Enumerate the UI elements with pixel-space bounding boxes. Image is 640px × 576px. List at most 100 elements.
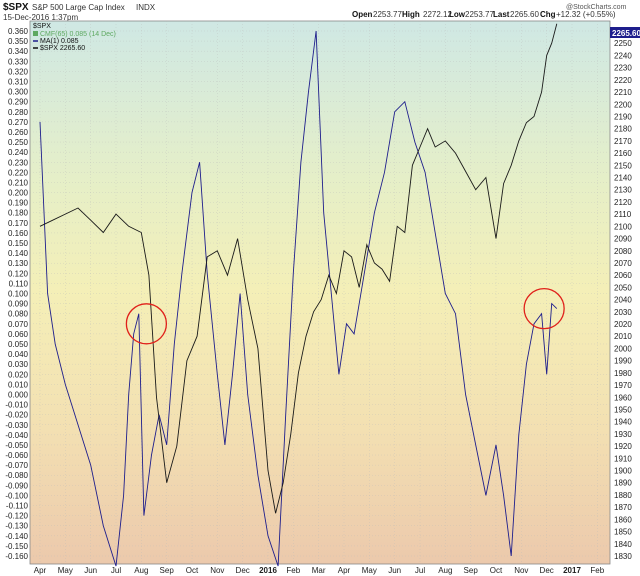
right-tick-label: 2030: [614, 308, 632, 317]
left-tick-label: -0.020: [5, 411, 28, 420]
series-lines: [39, 23, 558, 567]
left-tick-label: 0.340: [8, 47, 29, 56]
x-tick-label: Nov: [514, 566, 528, 575]
right-tick-label: 2210: [614, 88, 632, 97]
left-tick-label: 0.350: [8, 37, 29, 46]
chg-value: +12.32 (+0.55%): [556, 10, 616, 19]
last-label: Last: [493, 10, 510, 19]
right-tick-label: 1990: [614, 357, 632, 366]
left-tick-label: 0.240: [8, 148, 29, 157]
x-tick-label: May: [362, 566, 377, 575]
left-tick-label: -0.110: [6, 502, 29, 511]
left-tick-label: -0.140: [5, 532, 28, 541]
price-badge-text: 2265.60: [612, 29, 640, 38]
right-tick-label: 1910: [614, 454, 632, 463]
header-date: 15-Dec-2016 1:37pm: [3, 13, 78, 22]
right-tick-label: 1960: [614, 393, 632, 402]
left-tick-label: 0.070: [8, 320, 29, 329]
legend-item-spx: $SPX 2265.60: [40, 45, 85, 52]
right-tick-label: 1840: [614, 540, 632, 549]
right-tick-label: 2120: [614, 198, 632, 207]
left-tick-label: 0.290: [8, 98, 29, 107]
right-tick-label: 2220: [614, 76, 632, 85]
x-tick-label: Jul: [415, 566, 425, 575]
open-value: 2253.77: [373, 10, 402, 19]
plot-area: [29, 20, 611, 565]
left-tick-label: -0.030: [5, 421, 28, 430]
price-badge: [610, 27, 640, 38]
x-tick-label: Aug: [134, 566, 148, 575]
left-tick-label: 0.140: [8, 249, 29, 258]
header-exchange: INDX: [136, 3, 156, 12]
x-tick-label: Apr: [338, 566, 351, 575]
x-tick-label: Oct: [490, 566, 503, 575]
left-tick-label: -0.100: [5, 491, 28, 500]
x-tick-label: Mar: [312, 566, 326, 575]
x-tick-label: Jun: [388, 566, 401, 575]
x-tick-label: 2017: [563, 566, 581, 575]
left-tick-label: 0.010: [8, 380, 29, 389]
right-tick-label: 1860: [614, 515, 632, 524]
low-label: Low: [449, 10, 466, 19]
x-tick-label: Sep: [160, 566, 175, 575]
right-tick-label: 2200: [614, 100, 632, 109]
left-tick-label: 0.300: [8, 88, 29, 97]
right-tick-label: 2240: [614, 51, 632, 60]
x-tick-label: Jul: [111, 566, 121, 575]
left-tick-label: 0.000: [8, 390, 29, 399]
x-tick-label: Nov: [210, 566, 224, 575]
right-tick-label: 1900: [614, 467, 632, 476]
right-tick-label: 2000: [614, 344, 632, 353]
x-tick-label: Dec: [540, 566, 554, 575]
left-tick-label: 0.030: [8, 360, 29, 369]
chg-label: Chg: [540, 10, 556, 19]
left-tick-label: 0.120: [8, 269, 29, 278]
left-tick-label: 0.200: [8, 189, 29, 198]
right-tick-label: 1940: [614, 418, 632, 427]
right-tick-label: 1870: [614, 503, 632, 512]
right-axis: 2260225022402230222022102200219021802170…: [614, 27, 632, 561]
left-tick-label: -0.150: [5, 542, 28, 551]
right-tick-label: 2040: [614, 296, 632, 305]
x-tick-label: Aug: [438, 566, 452, 575]
right-tick-label: 1920: [614, 442, 632, 451]
right-tick-label: 1880: [614, 491, 632, 500]
left-tick-label: -0.070: [5, 461, 28, 470]
right-tick-label: 1950: [614, 405, 632, 414]
left-tick-label: 0.250: [8, 138, 29, 147]
left-tick-label: 0.220: [8, 168, 29, 177]
right-tick-label: 2140: [614, 174, 632, 183]
left-tick-label: 0.320: [8, 67, 29, 76]
left-tick-label: 0.360: [8, 27, 29, 36]
right-tick-label: 2060: [614, 271, 632, 280]
right-tick-label: 2150: [614, 161, 632, 170]
left-tick-label: -0.160: [5, 552, 28, 561]
right-tick-label: 2100: [614, 222, 632, 231]
x-tick-label: Oct: [186, 566, 199, 575]
left-tick-label: -0.090: [5, 481, 28, 490]
open-label: Open: [352, 10, 373, 19]
right-tick-label: 2230: [614, 64, 632, 73]
right-tick-label: 1890: [614, 479, 632, 488]
right-tick-label: 1930: [614, 430, 632, 439]
right-tick-label: 1850: [614, 528, 632, 537]
low-value: 2253.77: [465, 10, 494, 19]
right-tick-label: 2050: [614, 283, 632, 292]
right-tick-label: 2080: [614, 247, 632, 256]
right-tick-label: 2250: [614, 39, 632, 48]
left-tick-label: -0.040: [5, 431, 28, 440]
right-tick-label: 2110: [614, 210, 632, 219]
left-tick-label: 0.180: [8, 209, 29, 218]
left-tick-label: 0.130: [8, 259, 29, 268]
right-tick-label: 1970: [614, 381, 632, 390]
right-tick-label: 2010: [614, 332, 632, 341]
x-tick-label: Dec: [236, 566, 250, 575]
left-tick-label: 0.270: [8, 118, 29, 127]
last-value: 2265.60: [510, 10, 539, 19]
left-tick-label: -0.120: [5, 512, 28, 521]
left-tick-label: 0.020: [8, 370, 29, 379]
legend-item-ma: MA(1) 0.085: [40, 38, 79, 45]
legend-swatch-cmf: [33, 31, 38, 36]
left-tick-label: 0.150: [8, 239, 29, 248]
